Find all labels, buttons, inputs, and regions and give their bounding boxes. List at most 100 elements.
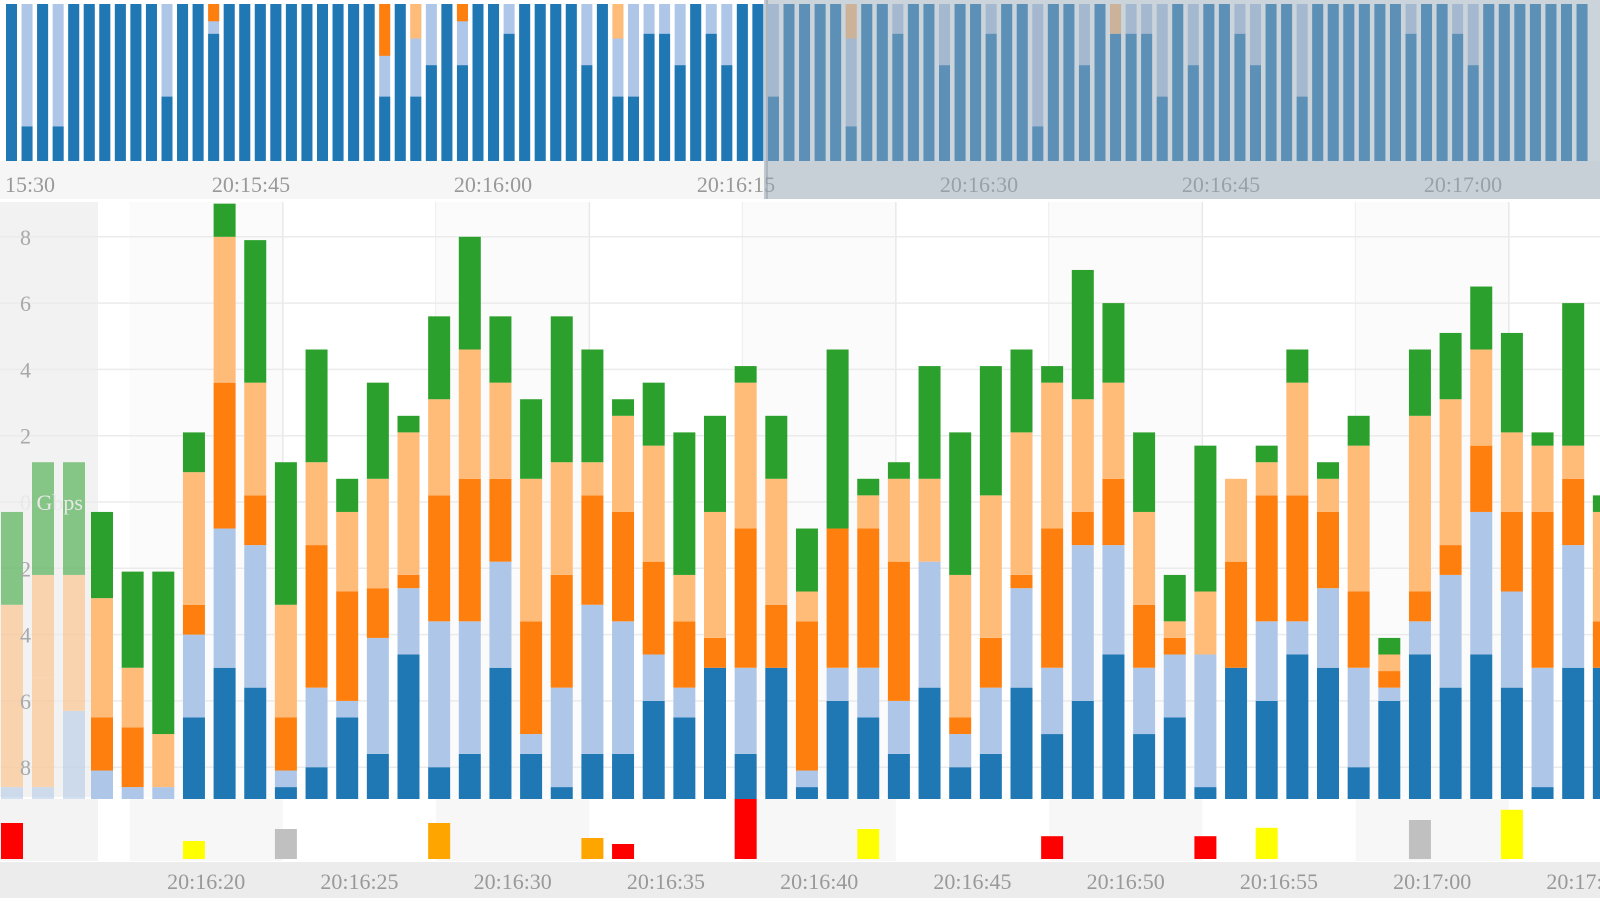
bar-segment-light-blue <box>734 667 757 754</box>
bar-segment-light-orange <box>612 415 635 512</box>
bar-segment-light-orange <box>336 511 359 592</box>
bar-segment-dark-orange <box>1592 621 1600 668</box>
bar-segment-green <box>336 478 359 512</box>
bar-segment-light-blue <box>826 667 849 701</box>
bar-stack <box>673 432 696 801</box>
overview-bar-orange <box>410 4 422 39</box>
y-tick-label: 2 <box>20 556 31 581</box>
bar-segment-dark-orange <box>244 495 267 546</box>
bar-segment-green <box>642 382 665 446</box>
main-bars <box>1 203 1600 801</box>
overview-bar-dark <box>456 65 468 161</box>
bar-segment-dark-blue <box>1010 687 1033 801</box>
bar-segment-dark-blue <box>336 717 359 801</box>
overview-bar-dark <box>6 4 17 161</box>
bar-segment-dark-blue <box>734 753 757 801</box>
bar-segment-light-orange <box>765 478 788 605</box>
bar-segment-green <box>949 432 972 575</box>
bar-stack <box>1286 349 1309 801</box>
bar-stack <box>704 415 726 801</box>
x-tick-label: 20:16:20 <box>167 869 245 894</box>
bar-segment-light-blue <box>244 545 267 688</box>
bar-segment-light-orange <box>979 495 1002 638</box>
bar-segment-light-blue <box>1531 667 1554 788</box>
event-marker <box>1408 820 1431 859</box>
bar-segment-green <box>182 432 205 473</box>
bar-segment-dark-blue <box>949 767 972 801</box>
bar-segment-dark-orange <box>1102 478 1125 546</box>
bar-segment-light-blue <box>428 621 451 768</box>
bar-segment-green <box>520 399 543 479</box>
bar-segment-dark-blue <box>1225 667 1248 801</box>
bar-stack <box>91 511 113 801</box>
bar-segment-dark-orange <box>1225 561 1248 668</box>
bar-stack <box>612 399 635 801</box>
bar-stack <box>1317 462 1339 801</box>
bar-segment-dark-blue <box>428 767 451 801</box>
bar-segment-dark-orange <box>1347 591 1370 668</box>
bar-segment-light-blue <box>1347 667 1370 768</box>
bar-stack <box>795 528 818 801</box>
overview-brush-handle[interactable] <box>764 0 768 199</box>
overview-bar-dark <box>519 4 531 161</box>
bar-segment-light-orange <box>121 667 144 728</box>
event-marker <box>581 838 604 859</box>
faded-bar-segment <box>63 710 85 801</box>
bar-segment-green <box>918 366 941 479</box>
bar-segment-light-orange <box>1408 415 1431 592</box>
bar-segment-dark-blue <box>520 753 543 801</box>
faded-bar-segment <box>63 574 85 711</box>
faded-bar-stack <box>63 462 85 801</box>
bar-segment-light-orange <box>520 478 543 622</box>
bar-segment-dark-blue <box>274 787 297 801</box>
bar-segment-light-blue <box>1163 654 1186 718</box>
overview-bar-dark <box>612 96 624 161</box>
bar-segment-green <box>1347 415 1370 446</box>
bar-segment-light-blue <box>1470 511 1493 655</box>
bar-segment-green <box>1439 332 1462 400</box>
x-tick-label: 20:16:45 <box>933 869 1011 894</box>
bar-segment-dark-orange <box>612 511 635 622</box>
overview-bar-dark <box>285 4 297 161</box>
bar-segment-dark-orange <box>1286 495 1309 622</box>
bar-segment-dark-orange <box>887 561 910 701</box>
overview-tick-label: 20:16:00 <box>454 172 532 197</box>
bar-segment-light-blue <box>1562 545 1585 668</box>
bar-stack <box>1439 332 1462 801</box>
bar-segment-dark-blue <box>918 687 941 801</box>
event-marker <box>1255 827 1278 859</box>
bar-segment-dark-orange <box>734 528 757 668</box>
faded-bar-segment <box>32 787 54 801</box>
bar-stack <box>826 349 849 801</box>
overview-brush-selection[interactable] <box>765 0 1600 199</box>
bar-segment-light-orange <box>182 472 205 605</box>
overview-bar-dark <box>208 33 220 161</box>
bar-segment-light-orange <box>1317 478 1339 512</box>
bar-segment-green <box>152 571 175 735</box>
bar-segment-dark-orange <box>1163 637 1186 655</box>
bar-segment-dark-blue <box>1286 654 1309 801</box>
overview-bar-dark <box>705 33 717 161</box>
bar-stack <box>1347 415 1370 801</box>
bar-segment-green <box>857 478 880 496</box>
bar-segment-dark-blue <box>305 767 328 801</box>
bar-segment-dark-orange <box>520 621 543 735</box>
bar-segment-dark-orange <box>305 545 328 688</box>
bar-segment-green <box>489 316 512 383</box>
overview-bar-dark <box>192 4 204 161</box>
bar-segment-light-blue <box>1102 545 1125 655</box>
overview-bar-dark <box>270 4 282 161</box>
bar-stack <box>1194 445 1217 801</box>
bar-segment-green <box>1010 349 1033 433</box>
bar-segment-light-orange <box>550 462 573 575</box>
bar-segment-dark-blue <box>489 667 512 801</box>
bar-segment-light-orange <box>1163 621 1186 638</box>
bar-segment-dark-orange <box>765 604 788 668</box>
bar-segment-dark-orange <box>91 717 113 771</box>
bar-segment-light-orange <box>213 236 236 383</box>
overview-bar-orange <box>612 4 624 39</box>
bar-segment-light-blue <box>1378 687 1401 701</box>
bar-segment-dark-blue <box>704 667 726 801</box>
bar-segment-light-orange <box>642 445 665 562</box>
bar-stack <box>458 236 481 801</box>
